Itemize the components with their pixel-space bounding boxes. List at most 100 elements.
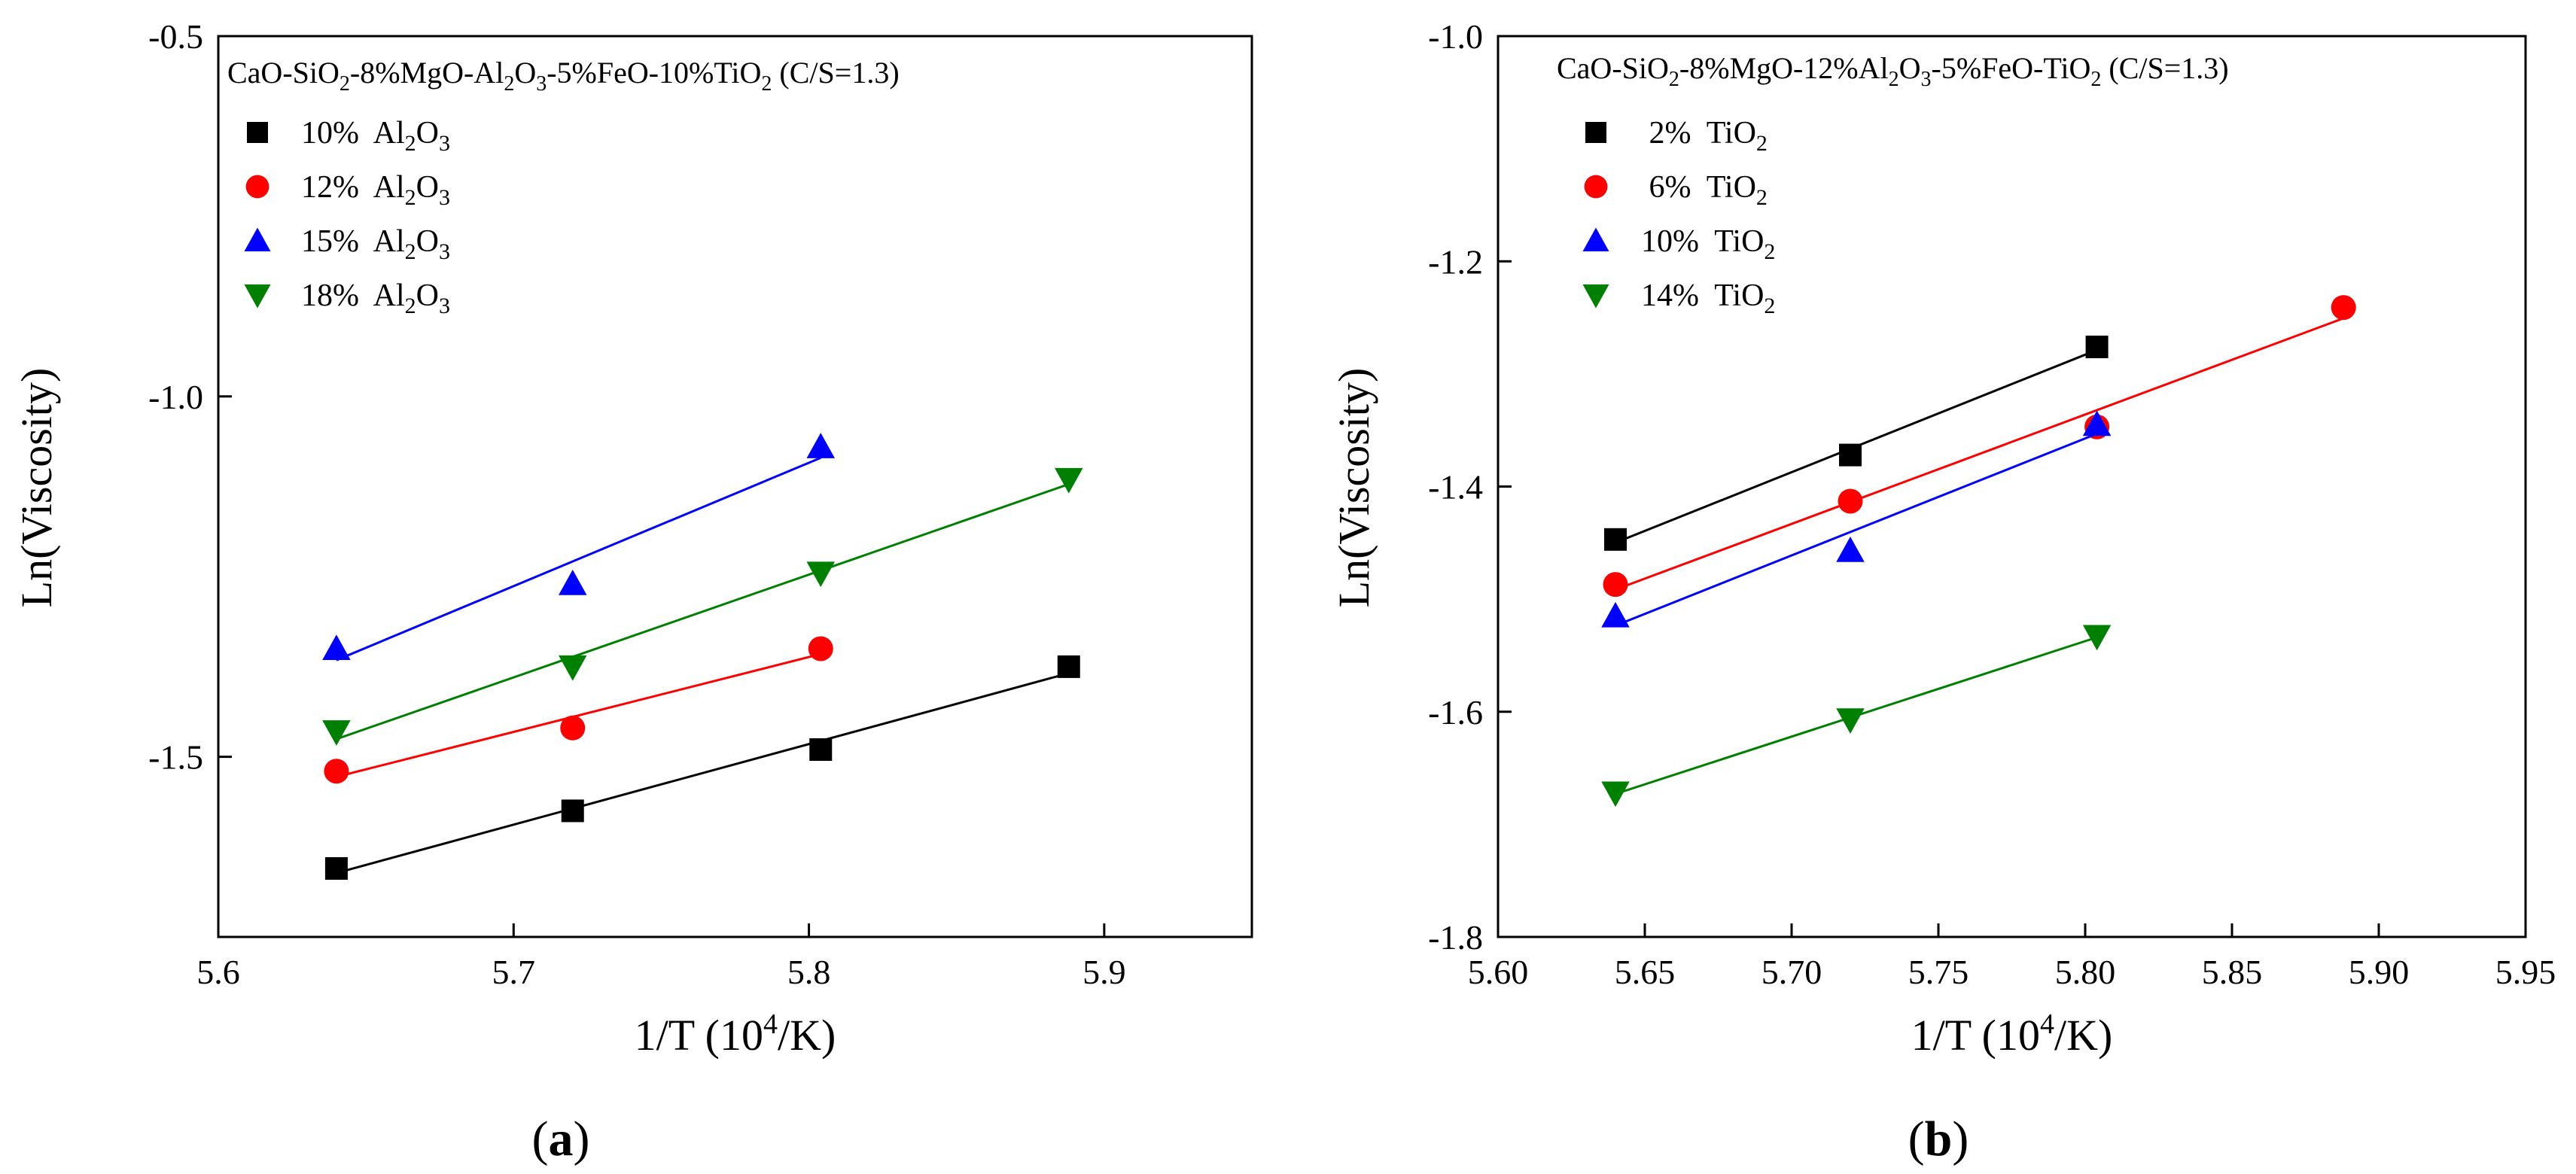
data-point bbox=[1601, 781, 1630, 808]
legend-label: 10% TiO2 bbox=[1641, 224, 1775, 264]
title-subscript: 2 bbox=[761, 72, 772, 96]
legend-label-main: O bbox=[416, 170, 439, 205]
legend-marker bbox=[244, 284, 271, 309]
title-subscript: 2 bbox=[2090, 68, 2101, 91]
title-subscript: 3 bbox=[536, 72, 547, 96]
legend-label-subscript: 2 bbox=[405, 239, 416, 264]
title-part: -8%MgO-12%Al bbox=[1679, 51, 1889, 85]
legend-label-main: 15% Al bbox=[301, 224, 405, 259]
x-axis-label: 1/T (104/K) bbox=[1911, 1008, 2113, 1060]
data-point bbox=[806, 433, 836, 458]
x-axis-label-tail: /K) bbox=[2054, 1011, 2112, 1060]
series-2 bbox=[324, 636, 833, 784]
data-point bbox=[2082, 410, 2112, 436]
legend-label: 18% Al2O3 bbox=[301, 278, 450, 318]
legend-marker bbox=[1585, 122, 1606, 143]
chart-panel-a: 5.6 5.7 5.8 5.9-1.5-1.0-0.5CaO-SiO2-8%MgO-A… bbox=[12, 17, 1253, 1060]
y-tick-label: -1.0 bbox=[1428, 17, 1483, 56]
panel-label-paren: ) bbox=[1952, 1112, 1969, 1166]
data-point bbox=[1603, 572, 1628, 598]
x-tick-label: 5.6 bbox=[196, 953, 240, 991]
data-point bbox=[561, 799, 584, 823]
data-point bbox=[324, 857, 348, 880]
legend-label-main: O bbox=[416, 278, 439, 313]
series-3 bbox=[322, 433, 836, 662]
data-point bbox=[322, 634, 351, 660]
data-point bbox=[1836, 537, 1865, 562]
y-axis-label: Ln(Viscosity) bbox=[12, 368, 61, 608]
legend-label: 15% Al2O3 bbox=[301, 224, 450, 264]
title-subscript: 3 bbox=[1921, 68, 1932, 91]
legend-marker bbox=[1582, 284, 1609, 309]
data-point bbox=[324, 759, 349, 784]
data-point bbox=[1057, 655, 1080, 678]
legend-label: 2% TiO2 bbox=[1641, 116, 1768, 156]
panel-label-paren: ( bbox=[1908, 1112, 1925, 1166]
y-tick-label: -1.6 bbox=[1428, 693, 1483, 731]
series-4 bbox=[322, 467, 1083, 746]
legend-label: 12% Al2O3 bbox=[301, 170, 450, 210]
chart-title: CaO-SiO2-8%MgO-12%Al2O3-5%FeO-TiO2 (C/S=… bbox=[1557, 51, 2229, 91]
series-4 bbox=[1601, 625, 2112, 808]
legend-label-main: O bbox=[416, 116, 439, 151]
series-1 bbox=[1604, 335, 2109, 551]
legend-marker bbox=[245, 175, 269, 199]
fit-line bbox=[336, 652, 821, 778]
title-subscript: 2 bbox=[340, 72, 350, 96]
panel-label: (b) bbox=[1908, 1112, 1969, 1166]
legend-label-subscript: 2 bbox=[1764, 294, 1775, 318]
legend-label-subscript: 3 bbox=[439, 185, 450, 210]
legend-label-main: 2% TiO bbox=[1641, 116, 1756, 151]
legend-label-main: 18% Al bbox=[301, 278, 405, 313]
legend-label-subscript: 2 bbox=[1756, 131, 1768, 156]
legend-label-main: 6% TiO bbox=[1641, 170, 1756, 205]
title-part: -5%FeO-10%TiO bbox=[547, 56, 761, 90]
title-subscript: 2 bbox=[504, 72, 514, 96]
legend-label: 14% TiO2 bbox=[1641, 278, 1775, 318]
legend-label-subscript: 3 bbox=[439, 239, 450, 264]
x-tick-label: 5.7 bbox=[492, 953, 536, 991]
data-point bbox=[1839, 443, 1862, 467]
legend-label-main: 14% TiO bbox=[1641, 278, 1764, 313]
x-tick-label: 5.9 bbox=[1082, 953, 1126, 991]
legend-label-subscript: 3 bbox=[439, 294, 450, 318]
title-part: (C/S=1.3) bbox=[772, 56, 899, 90]
legend-label-subscript: 2 bbox=[405, 131, 416, 156]
x-axis-label: 1/T (104/K) bbox=[635, 1008, 836, 1060]
panel-label-paren: ( bbox=[532, 1112, 549, 1166]
legend-label-main: O bbox=[416, 224, 439, 259]
data-point bbox=[2082, 625, 2112, 651]
chart-title: CaO-SiO2-8%MgO-Al2O3-5%FeO-10%TiO2 (C/S=… bbox=[227, 56, 900, 96]
x-tick-label: 5.75 bbox=[1908, 953, 1969, 991]
legend-label-main: 10% Al bbox=[301, 116, 405, 151]
fit-line bbox=[1615, 317, 2344, 591]
data-point bbox=[806, 561, 836, 588]
legend-marker bbox=[1582, 227, 1609, 251]
data-point bbox=[322, 720, 351, 746]
y-tick-label: -1.0 bbox=[148, 378, 203, 416]
x-tick-label: 5.85 bbox=[2202, 953, 2263, 991]
fit-line bbox=[336, 672, 1070, 874]
legend-marker bbox=[1584, 175, 1608, 199]
chart-panel-b: 5.60 5.65 5.70 5.75 5.80 5.85 5.90 5.95 -1.8 -1.6… bbox=[1329, 17, 2556, 1060]
fit-line bbox=[336, 456, 821, 662]
data-point bbox=[2331, 295, 2356, 321]
y-tick-label: -1.5 bbox=[148, 738, 203, 777]
panel-label-letter: b bbox=[1925, 1112, 1953, 1166]
legend-label-subscript: 2 bbox=[405, 185, 416, 210]
legend-marker bbox=[247, 122, 268, 143]
data-point bbox=[2085, 335, 2109, 358]
legend-label-subscript: 2 bbox=[1756, 185, 1768, 210]
x-tick-label: 5.8 bbox=[787, 953, 831, 991]
data-point bbox=[1601, 601, 1630, 628]
panel-label: (a) bbox=[532, 1112, 590, 1166]
legend-label: 10% Al2O3 bbox=[301, 116, 450, 156]
y-tick-label: -1.4 bbox=[1428, 468, 1483, 506]
data-point bbox=[1604, 528, 1627, 551]
series-3 bbox=[1601, 410, 2112, 628]
legend-label-subscript: 3 bbox=[439, 131, 450, 156]
title-subscript: 2 bbox=[1889, 68, 1899, 91]
title-part: -5%FeO-TiO bbox=[1932, 51, 2091, 85]
